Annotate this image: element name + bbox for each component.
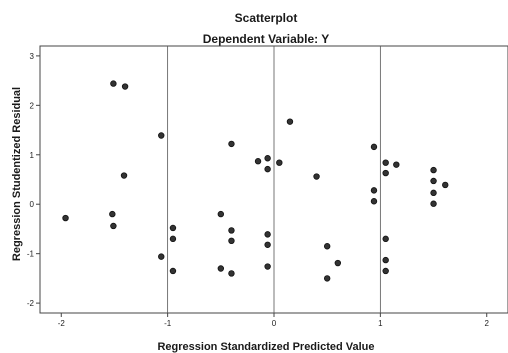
- data-point: [228, 237, 235, 245]
- data-point: [370, 143, 378, 151]
- x-tick-label: -1: [164, 319, 172, 328]
- data-point: [313, 173, 320, 180]
- y-tick-label: -2: [27, 299, 35, 308]
- data-point: [264, 263, 271, 270]
- data-point: [430, 166, 437, 174]
- data-point: [382, 169, 389, 177]
- data-point: [430, 200, 437, 207]
- data-point: [264, 155, 271, 162]
- data-point: [323, 243, 331, 250]
- x-axis-ticks: -2 -1 0 1 2: [58, 313, 490, 328]
- y-tick-label: 3: [30, 52, 35, 61]
- data-point: [169, 267, 177, 275]
- y-tick-label: 0: [30, 200, 35, 209]
- data-point: [442, 181, 449, 189]
- data-point: [370, 187, 378, 194]
- x-tick-label: 1: [378, 319, 383, 328]
- data-point: [254, 158, 262, 165]
- x-tick-label: 2: [485, 319, 490, 328]
- data-point: [158, 253, 165, 260]
- data-point: [228, 227, 235, 234]
- y-tick-label: 1: [30, 151, 35, 160]
- data-point: [217, 210, 225, 218]
- data-point: [217, 265, 225, 272]
- data-point: [120, 172, 128, 179]
- data-point: [286, 118, 294, 125]
- chart-title: Scatterplot: [235, 11, 298, 25]
- data-point: [382, 267, 389, 275]
- chart-subtitle: Dependent Variable: Y: [203, 32, 330, 46]
- y-axis-label: Regression Studentized Residual: [11, 87, 23, 261]
- x-tick-label: -2: [58, 319, 66, 328]
- y-tick-label: -1: [27, 250, 35, 259]
- data-point: [228, 140, 235, 148]
- x-tick-label: 0: [272, 319, 277, 328]
- data-point: [169, 235, 177, 243]
- data-point: [109, 210, 116, 218]
- data-point: [121, 83, 129, 90]
- data-point: [370, 198, 378, 205]
- data-point: [276, 159, 283, 166]
- data-point: [264, 231, 271, 238]
- data-point: [158, 132, 165, 139]
- data-point: [382, 235, 389, 243]
- data-point: [110, 222, 117, 230]
- data-point: [430, 189, 437, 197]
- data-point: [430, 177, 437, 185]
- data-point: [323, 275, 331, 282]
- y-tick-label: 2: [30, 101, 35, 110]
- data-points: [62, 80, 449, 282]
- data-point: [382, 159, 389, 166]
- data-point: [382, 256, 389, 264]
- y-axis-ticks: -2 -1 0 1 2 3: [27, 52, 40, 308]
- data-point: [62, 214, 69, 222]
- data-point: [393, 161, 400, 168]
- x-axis-label: Regression Standardized Predicted Value: [157, 341, 374, 353]
- data-point: [110, 80, 117, 87]
- gridlines: [167, 46, 381, 313]
- data-point: [264, 241, 271, 248]
- data-point: [334, 259, 342, 267]
- data-point: [264, 165, 271, 173]
- data-point: [169, 224, 177, 232]
- data-point: [228, 270, 235, 277]
